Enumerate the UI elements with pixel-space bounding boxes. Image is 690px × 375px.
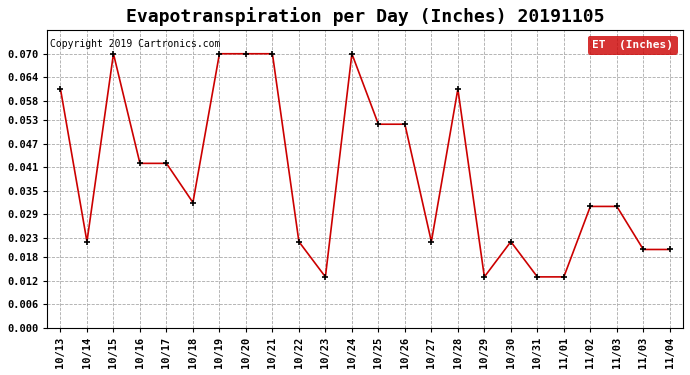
Text: Copyright 2019 Cartronics.com: Copyright 2019 Cartronics.com xyxy=(50,39,221,49)
Legend: ET  (Inches): ET (Inches) xyxy=(588,36,678,55)
Title: Evapotranspiration per Day (Inches) 20191105: Evapotranspiration per Day (Inches) 2019… xyxy=(126,7,604,26)
